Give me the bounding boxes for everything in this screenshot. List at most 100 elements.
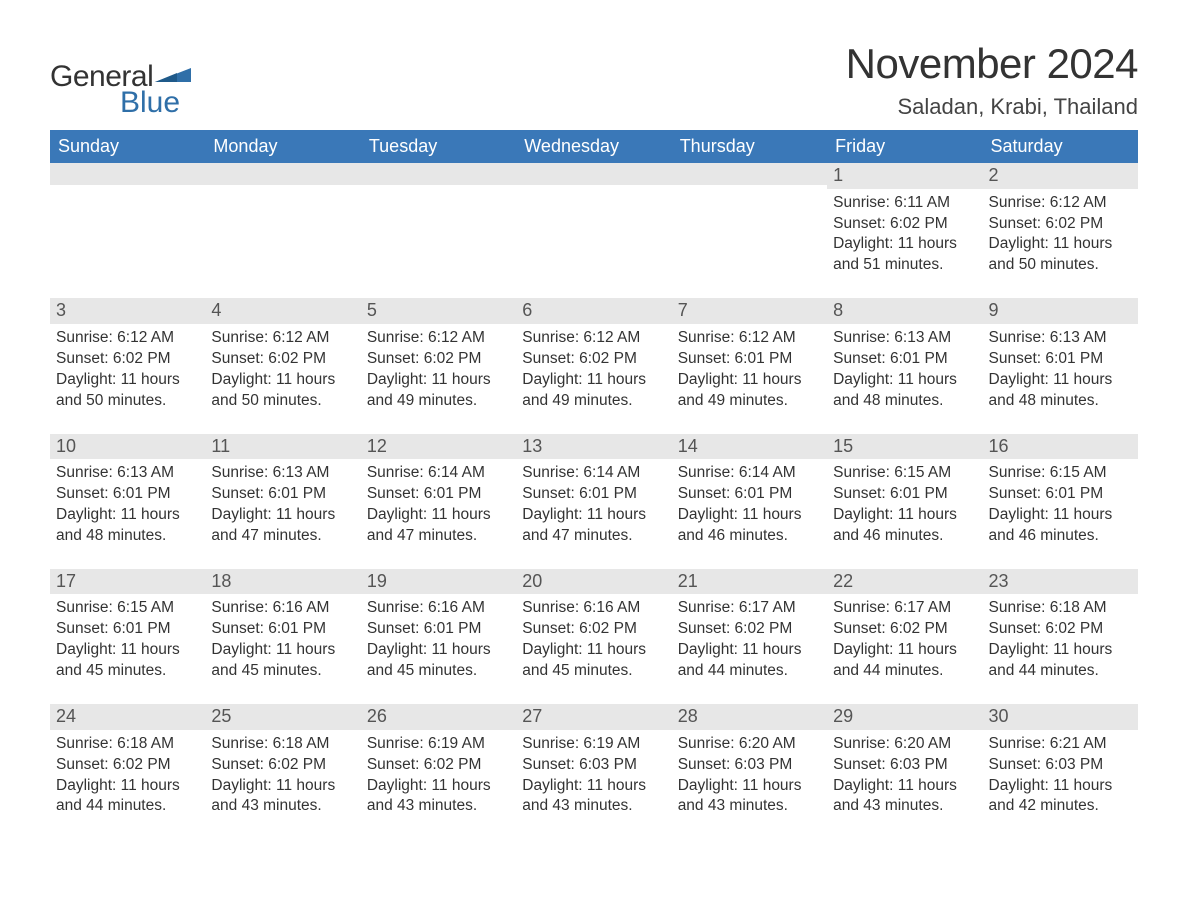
col-header-friday: Friday — [827, 130, 982, 163]
daylight-line: Daylight: 11 hours and 49 minutes. — [367, 370, 510, 412]
calendar-day-cell: 27Sunrise: 6:19 AMSunset: 6:03 PMDayligh… — [516, 704, 671, 839]
daylight-line: Daylight: 11 hours and 46 minutes. — [678, 505, 821, 547]
day-number — [205, 163, 360, 185]
calendar-day-cell: 17Sunrise: 6:15 AMSunset: 6:01 PMDayligh… — [50, 569, 205, 704]
day-number: 24 — [50, 704, 205, 730]
calendar-day-cell: 30Sunrise: 6:21 AMSunset: 6:03 PMDayligh… — [983, 704, 1138, 839]
day-number: 25 — [205, 704, 360, 730]
calendar-week-row: 1Sunrise: 6:11 AMSunset: 6:02 PMDaylight… — [50, 163, 1138, 298]
sunrise-line: Sunrise: 6:12 AM — [56, 328, 199, 349]
sunrise-line: Sunrise: 6:15 AM — [56, 598, 199, 619]
sunrise-line: Sunrise: 6:14 AM — [367, 463, 510, 484]
calendar-day-cell: 20Sunrise: 6:16 AMSunset: 6:02 PMDayligh… — [516, 569, 671, 704]
sunrise-line: Sunrise: 6:15 AM — [833, 463, 976, 484]
day-body: Sunrise: 6:14 AMSunset: 6:01 PMDaylight:… — [516, 459, 671, 569]
day-number: 30 — [983, 704, 1138, 730]
day-body: Sunrise: 6:12 AMSunset: 6:01 PMDaylight:… — [672, 324, 827, 434]
calendar-day-cell: 8Sunrise: 6:13 AMSunset: 6:01 PMDaylight… — [827, 298, 982, 433]
daylight-line: Daylight: 11 hours and 47 minutes. — [522, 505, 665, 547]
day-body: Sunrise: 6:18 AMSunset: 6:02 PMDaylight:… — [50, 730, 205, 840]
col-header-sunday: Sunday — [50, 130, 205, 163]
calendar-table: Sunday Monday Tuesday Wednesday Thursday… — [50, 130, 1138, 839]
day-body: Sunrise: 6:18 AMSunset: 6:02 PMDaylight:… — [205, 730, 360, 840]
day-number: 26 — [361, 704, 516, 730]
day-number: 9 — [983, 298, 1138, 324]
calendar-day-cell: 2Sunrise: 6:12 AMSunset: 6:02 PMDaylight… — [983, 163, 1138, 298]
day-body: Sunrise: 6:13 AMSunset: 6:01 PMDaylight:… — [50, 459, 205, 569]
day-body: Sunrise: 6:20 AMSunset: 6:03 PMDaylight:… — [672, 730, 827, 840]
calendar-week-row: 24Sunrise: 6:18 AMSunset: 6:02 PMDayligh… — [50, 704, 1138, 839]
day-body: Sunrise: 6:16 AMSunset: 6:01 PMDaylight:… — [361, 594, 516, 704]
brand-triangle-icon — [155, 58, 191, 88]
sunrise-line: Sunrise: 6:19 AM — [522, 734, 665, 755]
day-body: Sunrise: 6:16 AMSunset: 6:02 PMDaylight:… — [516, 594, 671, 704]
calendar-day-cell: 28Sunrise: 6:20 AMSunset: 6:03 PMDayligh… — [672, 704, 827, 839]
calendar-day-cell: 25Sunrise: 6:18 AMSunset: 6:02 PMDayligh… — [205, 704, 360, 839]
day-number: 10 — [50, 434, 205, 460]
calendar-day-cell: 10Sunrise: 6:13 AMSunset: 6:01 PMDayligh… — [50, 434, 205, 569]
sunset-line: Sunset: 6:02 PM — [833, 619, 976, 640]
day-number: 27 — [516, 704, 671, 730]
day-body: Sunrise: 6:12 AMSunset: 6:02 PMDaylight:… — [516, 324, 671, 434]
daylight-line: Daylight: 11 hours and 47 minutes. — [367, 505, 510, 547]
calendar-day-cell: 12 Sunrise: 6:14 AMSunset: 6:01 PMDayligh… — [361, 434, 516, 569]
sunset-line: Sunset: 6:02 PM — [56, 755, 199, 776]
brand-text-blue: Blue — [120, 88, 191, 118]
day-body: Sunrise: 6:18 AMSunset: 6:02 PMDaylight:… — [983, 594, 1138, 704]
day-body: Sunrise: 6:12 AMSunset: 6:02 PMDaylight:… — [983, 189, 1138, 299]
day-number: 3 — [50, 298, 205, 324]
sunset-line: Sunset: 6:02 PM — [56, 349, 199, 370]
sunrise-line: Sunrise: 6:13 AM — [833, 328, 976, 349]
daylight-line: Daylight: 11 hours and 43 minutes. — [833, 776, 976, 818]
daylight-line: Daylight: 11 hours and 45 minutes. — [56, 640, 199, 682]
day-number: 29 — [827, 704, 982, 730]
brand-logo: General Blue — [50, 40, 191, 118]
sunset-line: Sunset: 6:02 PM — [989, 214, 1132, 235]
col-header-wednesday: Wednesday — [516, 130, 671, 163]
daylight-line: Daylight: 11 hours and 49 minutes. — [522, 370, 665, 412]
sunset-line: Sunset: 6:01 PM — [989, 349, 1132, 370]
daylight-line: Daylight: 11 hours and 48 minutes. — [989, 370, 1132, 412]
day-number: 12 — [361, 434, 516, 460]
daylight-line: Daylight: 11 hours and 43 minutes. — [678, 776, 821, 818]
day-body: Sunrise: 6:19 AMSunset: 6:03 PMDaylight:… — [516, 730, 671, 840]
sunset-line: Sunset: 6:01 PM — [367, 484, 510, 505]
calendar-day-cell: 22Sunrise: 6:17 AMSunset: 6:02 PMDayligh… — [827, 569, 982, 704]
day-number: 5 — [361, 298, 516, 324]
daylight-line: Daylight: 11 hours and 50 minutes. — [211, 370, 354, 412]
month-title: November 2024 — [846, 40, 1138, 88]
daylight-line: Daylight: 11 hours and 45 minutes. — [367, 640, 510, 682]
col-header-monday: Monday — [205, 130, 360, 163]
calendar-day-cell: 26Sunrise: 6:19 AMSunset: 6:02 PMDayligh… — [361, 704, 516, 839]
sunset-line: Sunset: 6:02 PM — [989, 619, 1132, 640]
sunrise-line: Sunrise: 6:19 AM — [367, 734, 510, 755]
day-body — [50, 185, 205, 275]
sunrise-line: Sunrise: 6:17 AM — [678, 598, 821, 619]
sunset-line: Sunset: 6:01 PM — [211, 619, 354, 640]
day-body: Sunrise: 6:21 AMSunset: 6:03 PMDaylight:… — [983, 730, 1138, 840]
sunrise-line: Sunrise: 6:17 AM — [833, 598, 976, 619]
calendar-day-cell: 3Sunrise: 6:12 AMSunset: 6:02 PMDaylight… — [50, 298, 205, 433]
sunset-line: Sunset: 6:01 PM — [56, 484, 199, 505]
calendar-body: 1Sunrise: 6:11 AMSunset: 6:02 PMDaylight… — [50, 163, 1138, 839]
calendar-day-cell — [205, 163, 360, 298]
daylight-line: Daylight: 11 hours and 50 minutes. — [989, 234, 1132, 276]
day-body: Sunrise: 6:12 AMSunset: 6:02 PMDaylight:… — [50, 324, 205, 434]
sunset-line: Sunset: 6:01 PM — [678, 484, 821, 505]
daylight-line: Daylight: 11 hours and 49 minutes. — [678, 370, 821, 412]
calendar-week-row: 10Sunrise: 6:13 AMSunset: 6:01 PMDayligh… — [50, 434, 1138, 569]
calendar-day-cell: 19Sunrise: 6:16 AMSunset: 6:01 PMDayligh… — [361, 569, 516, 704]
day-body — [516, 185, 671, 275]
calendar-day-cell — [50, 163, 205, 298]
daylight-line: Daylight: 11 hours and 46 minutes. — [989, 505, 1132, 547]
sunset-line: Sunset: 6:01 PM — [211, 484, 354, 505]
day-number: 14 — [672, 434, 827, 460]
day-body: Sunrise: 6:16 AMSunset: 6:01 PMDaylight:… — [205, 594, 360, 704]
sunrise-line: Sunrise: 6:18 AM — [56, 734, 199, 755]
day-body: Sunrise: 6:12 AMSunset: 6:02 PMDaylight:… — [361, 324, 516, 434]
col-header-thursday: Thursday — [672, 130, 827, 163]
sunrise-line: Sunrise: 6:14 AM — [522, 463, 665, 484]
day-body — [205, 185, 360, 275]
calendar-day-cell: 7Sunrise: 6:12 AMSunset: 6:01 PMDaylight… — [672, 298, 827, 433]
day-body: Sunrise: 6:13 AMSunset: 6:01 PMDaylight:… — [983, 324, 1138, 434]
